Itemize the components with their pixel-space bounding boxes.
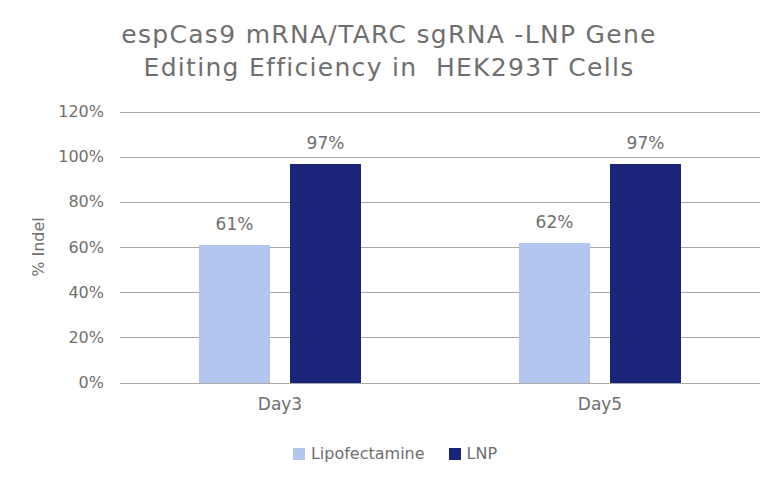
legend-swatch-icon (293, 448, 305, 460)
bar-value-label: 61% (184, 214, 285, 234)
legend-item-lipofectamine: Lipofectamine (293, 444, 425, 463)
y-tick-label: 0% (0, 372, 104, 394)
y-tick-label: 100% (0, 146, 104, 168)
legend: Lipofectamine LNP (2, 444, 783, 463)
gridline (120, 157, 760, 158)
chart-title-line1: espCas9 mRNA/TARC sgRNA -LNP Gene (0, 18, 778, 51)
legend-label: LNP (467, 444, 498, 463)
bar-value-label: 62% (504, 212, 605, 232)
bar-lnp-day5 (610, 164, 681, 383)
bar-lipofectamine-day5 (519, 243, 590, 383)
y-tick-label: 60% (0, 237, 104, 259)
y-tick-label: 40% (0, 282, 104, 304)
chart-title-line2: Editing Efficiency in HEK293T Cells (0, 51, 778, 84)
x-axis-label: Day3 (220, 394, 340, 414)
legend-label: Lipofectamine (311, 444, 425, 463)
y-tick-label: 20% (0, 327, 104, 349)
bar-lnp-day3 (290, 164, 361, 383)
legend-item-lnp: LNP (449, 444, 498, 463)
x-axis-label: Day5 (540, 394, 660, 414)
bar-value-label: 97% (595, 133, 696, 153)
y-tick-label: 120% (0, 101, 104, 123)
gridline (120, 112, 760, 113)
bar-value-label: 97% (275, 133, 376, 153)
y-tick-label: 80% (0, 191, 104, 213)
legend-swatch-icon (449, 448, 461, 460)
bar-lipofectamine-day3 (199, 245, 270, 383)
chart-title: espCas9 mRNA/TARC sgRNA -LNP Gene Editin… (0, 18, 778, 84)
